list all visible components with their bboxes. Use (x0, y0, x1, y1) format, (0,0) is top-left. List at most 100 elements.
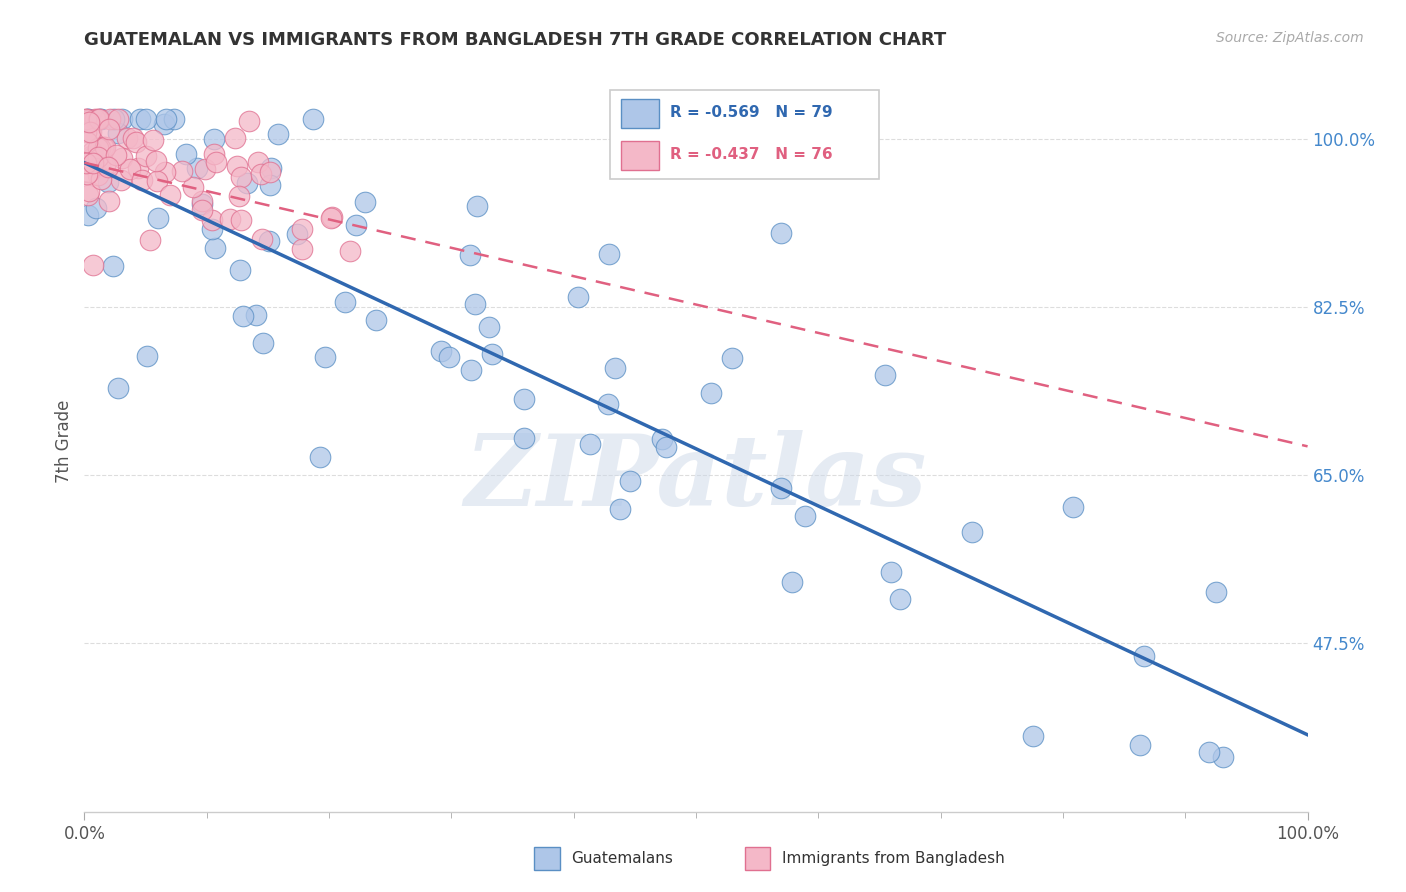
Point (79, 125, 101, 139)
Point (139, 233, 162, 247)
Point (76, 115, 98, 129)
Point (76, 112, 98, 127)
Point (77, 112, 100, 127)
Point (101, 260, 124, 274)
Point (105, 148, 128, 162)
Point (1212, 749, 1234, 764)
Point (191, 197, 214, 211)
Point (229, 212, 252, 227)
Point (609, 502, 631, 516)
Point (89, 112, 111, 127)
Point (302, 112, 325, 127)
Point (793, 509, 815, 524)
Point (183, 179, 205, 194)
Point (87, 112, 110, 127)
Point (82, 156, 104, 170)
Point (82, 145, 104, 160)
Point (229, 263, 252, 277)
Point (603, 361, 626, 376)
Point (159, 188, 181, 202)
Point (153, 117, 176, 131)
Point (339, 244, 361, 259)
Point (191, 203, 214, 218)
Text: GUATEMALAN VS IMMIGRANTS FROM BANGLADESH 7TH GRADE CORRELATION CHART: GUATEMALAN VS IMMIGRANTS FROM BANGLADESH… (84, 31, 946, 49)
Point (654, 440, 676, 454)
Point (89, 158, 111, 172)
Point (257, 234, 280, 248)
Point (333, 294, 356, 309)
Point (111, 112, 134, 127)
Point (82, 258, 104, 272)
Point (89, 140, 111, 154)
Point (252, 231, 274, 245)
Point (465, 199, 488, 213)
Point (291, 221, 314, 235)
Point (880, 566, 903, 580)
Point (291, 242, 314, 256)
Point (127, 161, 149, 176)
Point (478, 319, 501, 334)
Point (1129, 738, 1152, 752)
Point (122, 131, 145, 145)
Point (107, 381, 129, 395)
Point (107, 112, 129, 127)
Point (260, 161, 283, 176)
Point (437, 350, 460, 364)
Point (94, 158, 117, 172)
Point (77, 115, 100, 129)
Point (651, 432, 673, 446)
Point (236, 176, 259, 190)
Point (86, 141, 108, 155)
Point (82, 150, 104, 164)
Point (875, 368, 897, 383)
Y-axis label: 7th Grade: 7th Grade (55, 400, 73, 483)
Point (90, 171, 112, 186)
Point (111, 151, 134, 165)
Point (770, 226, 793, 240)
Point (170, 164, 193, 178)
Point (142, 133, 165, 147)
Point (1133, 648, 1156, 663)
Point (89, 112, 111, 127)
Point (228, 189, 250, 203)
Point (204, 241, 226, 255)
Point (202, 132, 225, 146)
Point (321, 211, 343, 225)
Point (250, 167, 273, 181)
Point (232, 309, 254, 323)
Point (94, 139, 117, 153)
Point (201, 222, 224, 236)
Point (86, 150, 108, 164)
Point (155, 112, 177, 127)
Point (77, 208, 100, 222)
Point (224, 131, 246, 145)
Point (90, 112, 112, 127)
Point (226, 159, 249, 173)
Point (770, 481, 793, 495)
Point (238, 113, 260, 128)
Point (780, 574, 803, 589)
Point (75, 112, 97, 127)
Point (75, 156, 97, 170)
Point (567, 290, 589, 304)
Point (148, 211, 170, 225)
Point (145, 153, 167, 168)
Point (285, 227, 308, 241)
Point (153, 165, 176, 179)
Point (131, 172, 153, 186)
Point (202, 147, 225, 161)
Point (129, 112, 152, 127)
Point (252, 336, 274, 351)
Text: ZIPatlas: ZIPatlas (465, 430, 927, 527)
Text: Source: ZipAtlas.com: Source: ZipAtlas.com (1216, 31, 1364, 45)
Point (117, 130, 139, 145)
Point (76, 167, 98, 181)
Point (460, 363, 482, 377)
Point (80, 124, 103, 138)
Point (259, 165, 281, 179)
Point (229, 170, 252, 185)
Point (77, 112, 100, 127)
Point (344, 218, 367, 232)
Point (191, 194, 214, 208)
Point (309, 450, 332, 464)
